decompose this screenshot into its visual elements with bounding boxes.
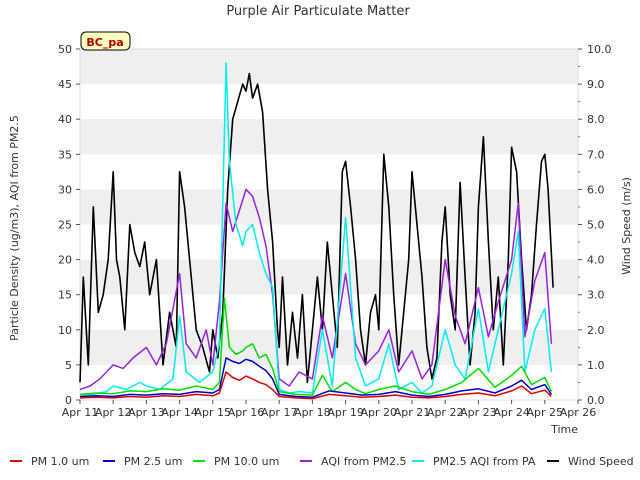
series-line-aqi-from-pm2-5	[79, 188, 553, 391]
right-tick-label: 9.0	[587, 78, 605, 91]
x-tick-label: Apr 25	[527, 406, 564, 419]
site-badge-box	[80, 31, 131, 51]
right-tick-label: 4.0	[587, 254, 605, 267]
right-tick-label: 8.0	[587, 113, 605, 126]
legend-label: PM 1.0 um	[31, 455, 89, 468]
legend: PM 1.0 um PM 2.5 um PM 10.0 um AQI from PM2…	[10, 455, 634, 468]
x-axis-label: Time	[550, 423, 578, 436]
x-tick-label: Apr 16	[228, 406, 265, 419]
series-line-pm-10-0-um	[79, 297, 553, 396]
series-line-pm-1-0-um	[79, 371, 552, 400]
left-tick-label: 0	[65, 394, 72, 407]
left-tick-label: 10	[58, 324, 72, 337]
chart-title: Purple Air Particulate Matter	[226, 4, 410, 19]
left-tick-label: 45	[58, 78, 72, 91]
left-tick-label: 5	[65, 359, 72, 372]
series-layer	[79, 62, 554, 400]
right-axis: 0.0 1.0 2.0 3.0 4.0 5.0 6.0 7.0 8.0 9.0 10.0	[578, 43, 612, 407]
right-tick-label: 1.0	[587, 359, 605, 372]
grid-band	[80, 189, 578, 225]
x-tick-label: Apr 18	[294, 406, 331, 419]
left-tick-label: 15	[58, 289, 72, 302]
right-tick-label: 5.0	[587, 219, 605, 232]
series-line-pm2-5-aqi-from-pa	[79, 62, 553, 398]
right-tick-label: 6.0	[587, 183, 605, 196]
grid-band	[80, 49, 578, 85]
x-tick-label: Apr 23	[460, 406, 497, 419]
site-badge: BC_pa	[80, 31, 131, 51]
plot-background	[80, 49, 578, 400]
left-tick-label: 35	[58, 148, 72, 161]
series-line-pm-2-5-um	[79, 357, 553, 398]
x-tick-label: Apr 20	[361, 406, 398, 419]
site-badge-label: BC_pa	[86, 36, 123, 49]
x-tick-label: Apr 26	[560, 406, 597, 419]
legend-label: AQI from PM2.5	[321, 455, 406, 468]
y-axis-right-label: Wind Speed (m/s)	[620, 177, 633, 275]
left-tick-label: 20	[58, 254, 72, 267]
x-tick-label: Apr 14	[161, 406, 198, 419]
left-tick-label: 50	[58, 43, 72, 56]
right-tick-label: 0.0	[587, 394, 605, 407]
x-tick-label: Apr 22	[427, 406, 464, 419]
grid-band	[80, 119, 578, 155]
x-tick-label: Apr 13	[128, 406, 165, 419]
legend-label: PM 10.0 um	[214, 455, 279, 468]
left-axis: 0 5 10 15 20 25 30 35 40 45 50	[58, 43, 80, 407]
x-tick-label: Apr 17	[261, 406, 298, 419]
x-tick-label: Apr 21	[394, 406, 431, 419]
left-tick-label: 25	[58, 219, 72, 232]
right-tick-label: 7.0	[587, 148, 605, 161]
x-tick-label: Apr 11	[62, 406, 99, 419]
legend-label: Wind Speed	[568, 455, 634, 468]
right-tick-label: 2.0	[587, 324, 605, 337]
x-tick-label: Apr 19	[327, 406, 364, 419]
series-line-wind-speed	[79, 72, 554, 384]
right-tick-label: 3.0	[587, 289, 605, 302]
left-tick-label: 30	[58, 183, 72, 196]
x-tick-label: Apr 15	[195, 406, 232, 419]
y-axis-left-label: Particle Density (ug/m3), AQI from PM2.5	[8, 115, 21, 341]
legend-label: PM2.5 AQI from PA	[433, 455, 536, 468]
right-tick-label: 10.0	[587, 43, 612, 56]
left-tick-label: 40	[58, 113, 72, 126]
legend-label: PM 2.5 um	[124, 455, 182, 468]
x-tick-label: Apr 12	[95, 406, 132, 419]
x-tick-label: Apr 24	[493, 406, 530, 419]
